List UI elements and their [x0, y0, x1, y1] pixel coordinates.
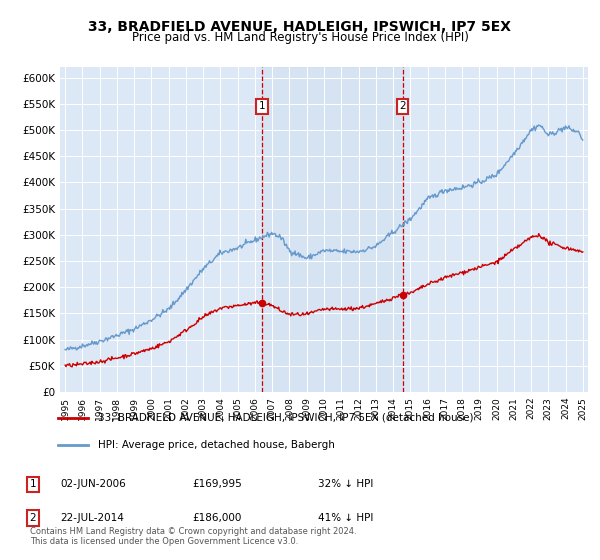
Text: 33, BRADFIELD AVENUE, HADLEIGH, IPSWICH, IP7 5EX: 33, BRADFIELD AVENUE, HADLEIGH, IPSWICH,… — [89, 20, 511, 34]
Text: 02-JUN-2006: 02-JUN-2006 — [60, 479, 126, 489]
Text: 1: 1 — [259, 101, 266, 111]
Text: £186,000: £186,000 — [192, 513, 241, 523]
Text: HPI: Average price, detached house, Babergh: HPI: Average price, detached house, Babe… — [98, 440, 335, 450]
Text: £169,995: £169,995 — [192, 479, 242, 489]
Text: Contains HM Land Registry data © Crown copyright and database right 2024.
This d: Contains HM Land Registry data © Crown c… — [30, 526, 356, 546]
Text: Price paid vs. HM Land Registry's House Price Index (HPI): Price paid vs. HM Land Registry's House … — [131, 31, 469, 44]
Text: 2: 2 — [29, 513, 37, 523]
Text: 32% ↓ HPI: 32% ↓ HPI — [318, 479, 373, 489]
Text: 1: 1 — [29, 479, 37, 489]
Text: 22-JUL-2014: 22-JUL-2014 — [60, 513, 124, 523]
Text: 2: 2 — [399, 101, 406, 111]
Bar — [262, 67, 403, 392]
Text: 41% ↓ HPI: 41% ↓ HPI — [318, 513, 373, 523]
Text: 33, BRADFIELD AVENUE, HADLEIGH, IPSWICH, IP7 5EX (detached house): 33, BRADFIELD AVENUE, HADLEIGH, IPSWICH,… — [98, 413, 474, 423]
